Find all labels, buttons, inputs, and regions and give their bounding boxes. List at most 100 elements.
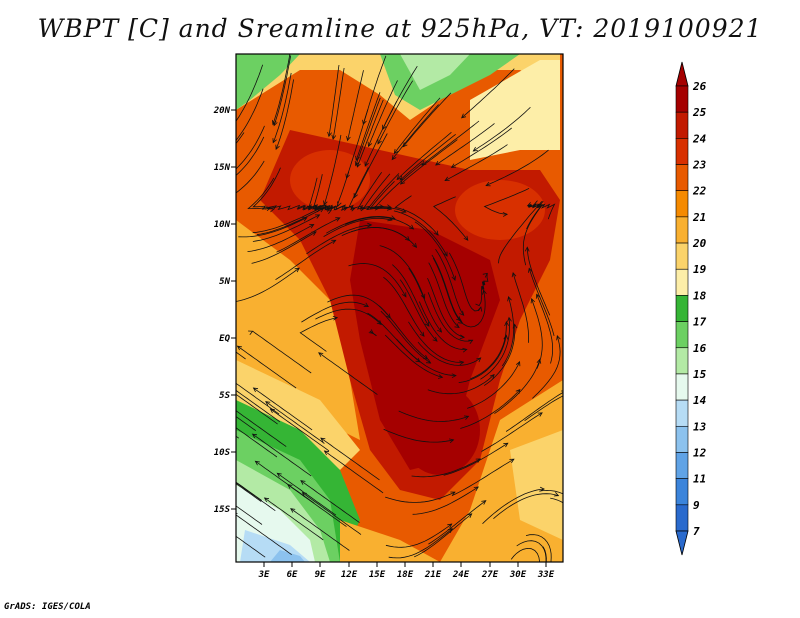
streamline-arrow [227,146,231,150]
streamline [356,99,384,168]
streamline [367,312,421,363]
streamline-arrow [467,513,473,519]
streamline-arrow [523,608,527,612]
streamline [315,308,382,325]
streamline-arrow [533,200,540,205]
streamline-arrow [376,320,382,326]
streamline [412,486,479,515]
streamline-arrow [475,458,481,463]
streamline-arrow [217,469,222,473]
colorbar-label: 18 [693,289,707,302]
streamline [236,393,278,425]
streamline [368,80,398,147]
streamline-arrow [402,142,408,148]
lon-label: 27E [481,570,499,580]
streamline [306,224,372,255]
colorbar-swatch [675,268,689,296]
streamline-arrow [248,330,254,335]
streamline [473,107,531,152]
streamline-arrow [231,124,235,128]
streamline [384,334,443,378]
streamline [344,216,414,230]
streamline-arrow [217,186,222,190]
streamline-arrow [265,401,271,406]
colorbar-swatch [675,216,689,244]
streamline-arrow [379,204,385,209]
streamline [532,335,561,399]
streamline-arrow [553,492,560,497]
streamline [300,480,360,523]
streamline-arrow [364,161,369,167]
streamline [542,546,547,562]
colorbar-label: 7 [693,525,700,538]
streamline-arrow [485,181,491,187]
wbpt-field [236,54,563,562]
streamline-arrow [535,293,541,299]
streamline [236,64,264,122]
colorbar-label: 26 [692,80,707,93]
streamline-arrow [423,354,429,360]
streamline [379,245,425,299]
streamline-arrow [459,310,465,316]
streamline [332,67,345,140]
streamline [236,435,240,439]
colorbar-label: 14 [693,394,707,407]
streamline [247,224,314,252]
streamline [421,120,480,166]
streamline-arrow [251,433,258,439]
streamline [301,301,369,323]
streamline-arrow [524,246,530,252]
streamline-arrow [463,415,470,420]
streamline [399,133,456,181]
streamline-arrow [507,296,512,302]
colorbar-swatch [675,138,689,165]
streamline-arrow [272,138,277,144]
streamline [482,488,545,524]
streamline [287,484,347,527]
streamline-arrow [447,523,453,529]
streamline [236,483,262,502]
streamline-arrow [320,437,326,443]
streamline-arrow [302,217,308,222]
streamline [428,500,487,545]
lat-label: EQ [219,334,230,344]
streamline-arrow [263,497,270,503]
streamline [460,389,521,429]
streamline [324,450,384,494]
streamline [444,144,508,181]
colorbar-swatch [675,478,689,506]
streamline [427,374,495,395]
streamline [383,276,425,337]
colorbar-swatch [675,347,689,375]
streamline-arrow [489,373,495,379]
streamline-arrow [368,329,374,334]
streamline-arrow [515,360,521,367]
streamline [467,361,520,409]
streamline-arrow [482,289,487,295]
streamline [326,215,395,234]
streamline [394,195,439,236]
streamline [362,55,387,125]
streamline-arrow [401,292,407,298]
streamline-arrow [350,206,356,212]
streamline [475,273,489,307]
colorbar-label: 24 [692,132,707,145]
colorbar-swatch [675,295,689,322]
streamline-arrow [404,236,411,242]
streamline-arrow [337,201,342,207]
streamline [531,298,543,369]
streamline [236,482,276,512]
streamline-arrow [468,339,474,344]
streamline-arrow [451,373,457,379]
streamline-arrow [391,155,397,161]
streamline [347,70,364,141]
streamline-arrow [415,357,421,363]
streamline-arrow [528,267,533,273]
streamline [236,427,278,458]
streamline-arrow [412,242,418,248]
streamline-arrow [472,146,478,152]
streamline [276,217,340,253]
streamline [236,125,265,170]
streamline [435,123,495,166]
streamline-arrow [444,176,450,182]
